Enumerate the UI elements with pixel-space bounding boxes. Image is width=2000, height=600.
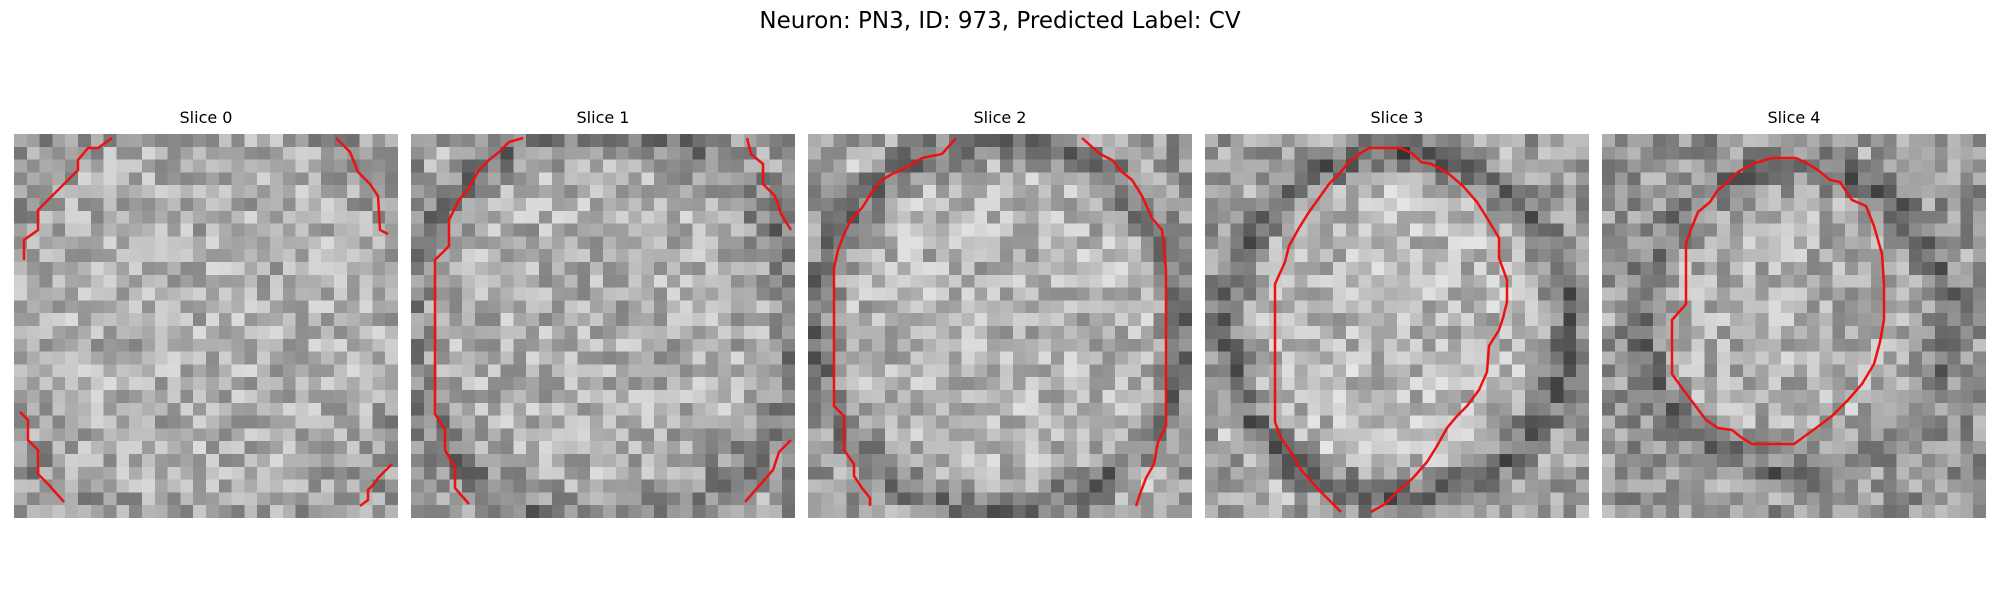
slice-pixels-3 — [1205, 134, 1589, 518]
slice-contour-0 — [19, 136, 393, 507]
slice-contour-4 — [1670, 156, 1886, 446]
slice-title-4: Slice 4 — [1767, 108, 1821, 127]
slice-contour-3 — [1273, 146, 1509, 514]
slice-image-4 — [1602, 134, 1986, 518]
slice-pixels-0 — [14, 134, 398, 518]
slice-pixels-1 — [411, 134, 795, 518]
slice-pixels-4 — [1602, 134, 1986, 518]
slice-image-0 — [14, 134, 398, 518]
slice-title-3: Slice 3 — [1370, 108, 1424, 127]
slice-contour-1 — [433, 136, 793, 505]
slice-title-0: Slice 0 — [179, 108, 233, 127]
slice-title-1: Slice 1 — [576, 108, 630, 127]
slice-image-3 — [1205, 134, 1589, 518]
slice-pixels-2 — [808, 134, 1192, 518]
slice-image-2 — [808, 134, 1192, 518]
slice-image-1 — [411, 134, 795, 518]
slice-title-2: Slice 2 — [973, 108, 1027, 127]
slice-contour-2 — [832, 137, 1168, 507]
figure-title: Neuron: PN3, ID: 973, Predicted Label: C… — [759, 8, 1241, 34]
